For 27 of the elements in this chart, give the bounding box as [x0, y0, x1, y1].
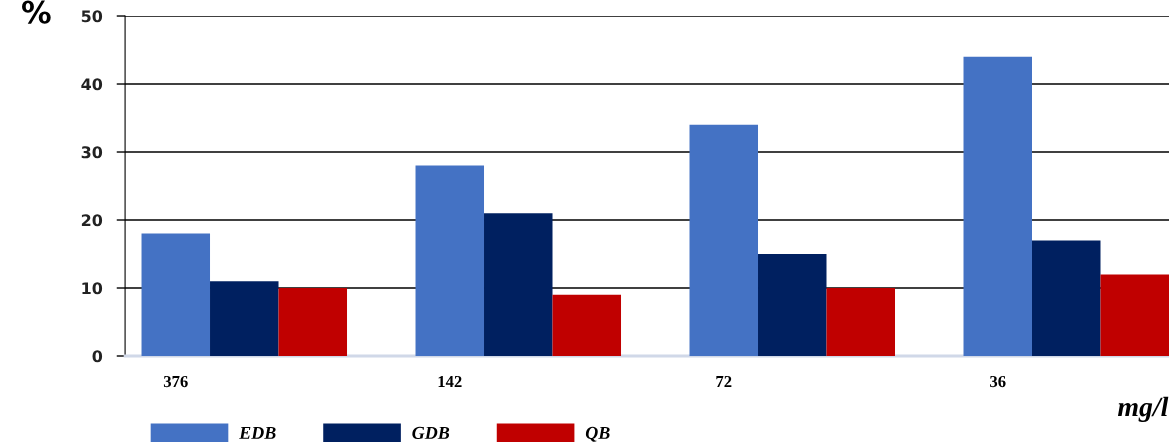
bar	[758, 254, 827, 356]
y-tick-label: 30	[81, 146, 103, 159]
bar	[484, 213, 553, 356]
y-tick-label: 0	[92, 350, 103, 363]
y-tick-label: 10	[82, 282, 103, 295]
x-tick-label: 142	[438, 375, 462, 388]
bar	[963, 56, 1032, 356]
x-axis-title: mg/l	[1117, 396, 1169, 422]
y-tick-label: 20	[81, 214, 103, 227]
x-tick-label: 376	[163, 375, 188, 388]
legend-label: EDB	[239, 426, 276, 439]
bar	[278, 288, 348, 356]
bar	[141, 233, 211, 356]
bar	[689, 124, 759, 356]
bar	[1100, 274, 1169, 356]
bar	[1032, 240, 1101, 356]
y-tick-label: 40	[81, 78, 103, 91]
legend-label: GDB	[412, 426, 450, 439]
legend-label: QB	[585, 426, 610, 442]
bar	[826, 288, 896, 356]
bar	[415, 165, 485, 356]
x-tick-label: 72	[716, 375, 732, 388]
bar	[552, 294, 622, 356]
x-tick-label: 36	[990, 375, 1006, 388]
y-axis-title: %	[22, 0, 51, 24]
y-tick-label: 50	[81, 10, 103, 23]
bar	[210, 281, 279, 356]
